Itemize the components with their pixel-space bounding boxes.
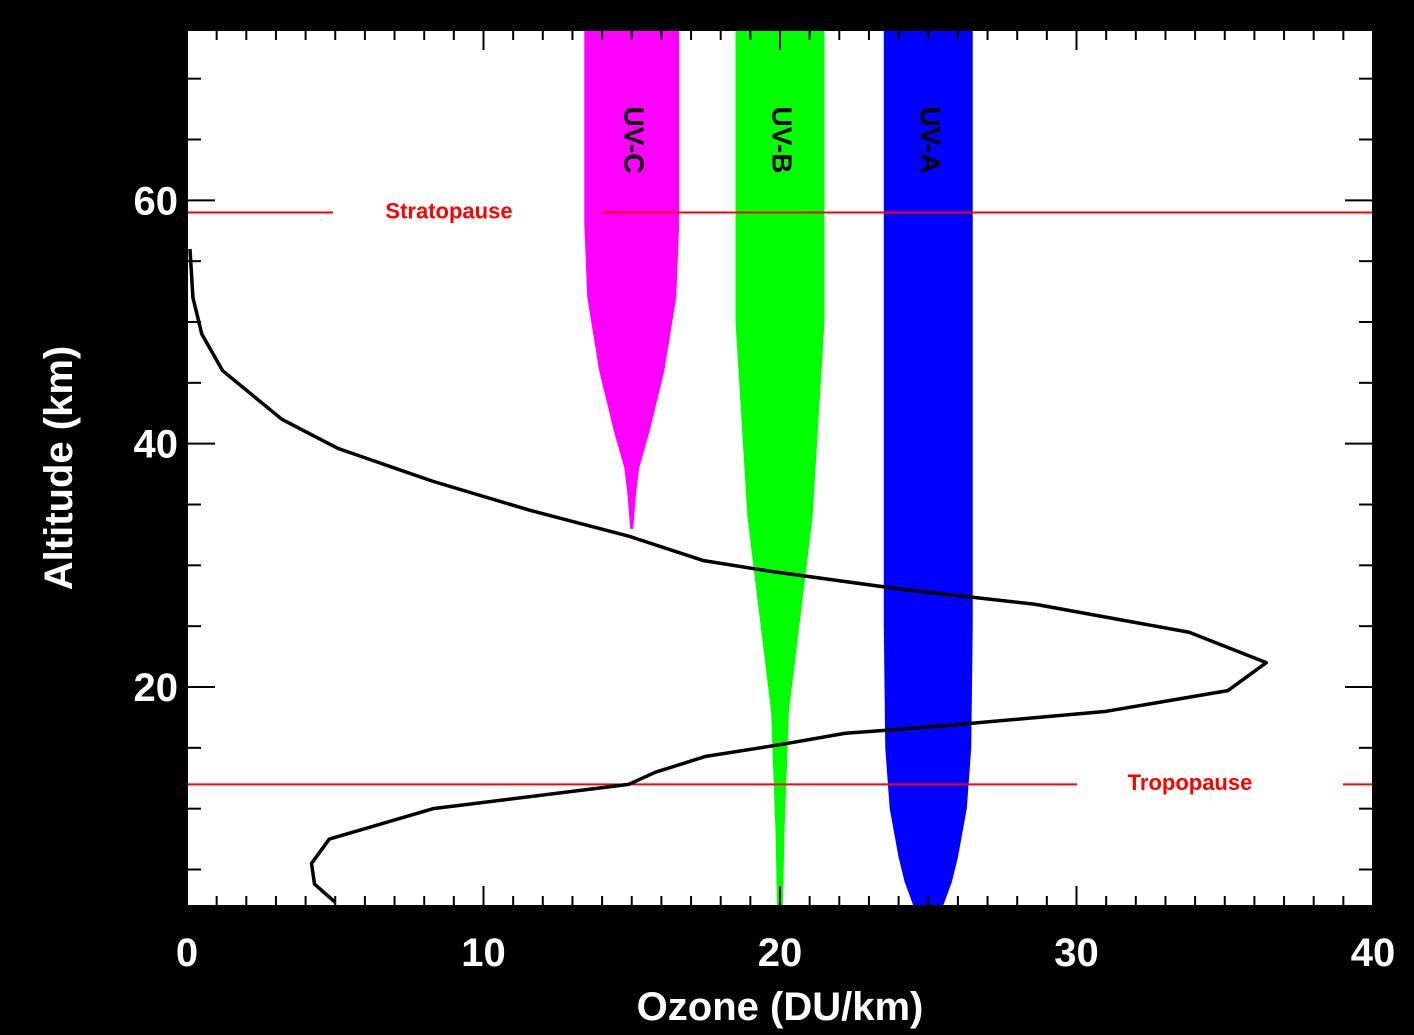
band-label-uv-b: UV-B: [767, 107, 798, 174]
ozone-profile-line: [188, 248, 1269, 904]
ref-label-stratopause: Stratopause: [385, 198, 512, 223]
band-uv-c: [584, 30, 680, 529]
y-tick-label: 60: [134, 179, 179, 223]
ozone-series: [188, 248, 1269, 904]
uv-bands: UV-C UV-B UV-A: [584, 30, 973, 906]
band-uv-b: [735, 30, 825, 906]
axis-ticks: [186, 30, 1374, 906]
x-tick-label: 30: [1054, 931, 1099, 975]
ref-label-tropopause: Tropopause: [1128, 770, 1253, 795]
y-tick-label: 20: [134, 666, 179, 710]
x-tick-label: 0: [176, 931, 198, 975]
x-tick-label: 20: [758, 931, 803, 975]
y-tick-label: 40: [134, 423, 179, 467]
band-label-uv-c: UV-C: [618, 107, 649, 174]
x-tick-label: 40: [1351, 931, 1396, 975]
band-label-uv-a: UV-A: [915, 107, 946, 174]
x-axis-title: Ozone (DU/km): [637, 985, 924, 1029]
x-tick-label: 10: [461, 931, 506, 975]
tick-labels: 0 10 20 30 40 20 40 60: [134, 179, 1396, 975]
band-uv-a: [883, 30, 973, 906]
y-axis-title: Altitude (km): [37, 346, 81, 590]
